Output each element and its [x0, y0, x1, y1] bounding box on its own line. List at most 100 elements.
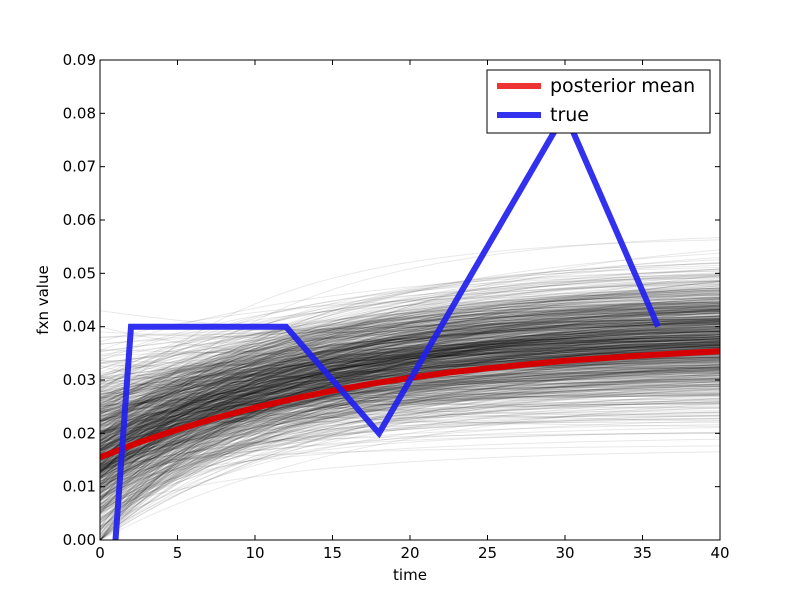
posterior-sample-line	[100, 348, 720, 466]
posterior-sample-line	[100, 293, 720, 486]
posterior-sample-line	[100, 336, 720, 386]
posterior-sample-line	[100, 309, 720, 473]
posterior-sample-line	[100, 315, 720, 421]
posterior-sample-line	[100, 311, 720, 370]
posterior-sample-line	[100, 344, 720, 452]
posterior-sample-line	[100, 333, 720, 438]
posterior-sample-line	[100, 329, 720, 400]
posterior-sample-line	[100, 339, 720, 422]
posterior-sample-line	[100, 343, 720, 436]
y-tick-label: 0.00	[63, 531, 96, 549]
posterior-sample-line	[100, 290, 720, 493]
posterior-sample-line	[100, 297, 720, 362]
posterior-sample-line	[100, 432, 720, 506]
posterior-sample-line	[100, 351, 720, 383]
posterior-sample-line	[100, 333, 720, 504]
posterior-sample-line	[100, 341, 720, 474]
posterior-sample-line	[100, 281, 720, 494]
posterior-sample-line	[100, 367, 720, 489]
posterior-sample-line	[100, 306, 720, 378]
posterior-sample-line	[100, 323, 720, 479]
posterior-sample-line	[100, 365, 720, 540]
posterior-sample-line	[100, 304, 720, 451]
posterior-sample-line	[100, 318, 720, 407]
posterior-sample-line	[100, 353, 720, 540]
posterior-sample-line	[100, 322, 720, 461]
posterior-sample-line	[100, 328, 720, 465]
posterior-sample-line	[100, 291, 720, 540]
posterior-sample-line	[100, 374, 720, 470]
posterior-sample-line	[100, 337, 720, 531]
posterior-sample-line	[100, 384, 720, 529]
posterior-sample-line	[100, 380, 720, 465]
posterior-sample-line	[100, 330, 720, 445]
posterior-sample-line	[100, 372, 720, 433]
posterior-sample-line	[100, 301, 720, 370]
posterior-sample-line	[100, 299, 720, 427]
posterior-sample-line	[100, 335, 720, 468]
posterior-sample-line	[100, 381, 720, 432]
posterior-sample-line	[100, 326, 720, 370]
posterior-sample-line	[100, 334, 720, 460]
posterior-sample-line	[100, 417, 720, 500]
posterior-sample-line	[100, 345, 720, 392]
posterior-sample-line	[100, 340, 720, 389]
posterior-sample-line	[100, 336, 720, 402]
posterior-sample-line	[100, 287, 720, 502]
posterior-sample-line	[100, 395, 720, 427]
posterior-sample-line	[100, 361, 720, 422]
posterior-sample-line	[100, 309, 720, 524]
posterior-sample-line	[100, 380, 720, 433]
posterior-sample-line	[100, 331, 720, 342]
posterior-sample-line	[100, 349, 720, 426]
posterior-sample-line	[100, 369, 720, 508]
posterior-sample-line	[100, 346, 720, 381]
posterior-sample-line	[100, 356, 720, 508]
posterior-sample-line	[100, 305, 720, 412]
posterior-sample-line	[100, 346, 720, 404]
posterior-sample-line	[100, 278, 720, 420]
posterior-sample-line	[100, 353, 720, 513]
posterior-sample-line	[100, 313, 720, 473]
posterior-sample-line	[100, 293, 720, 343]
posterior-sample-line	[100, 319, 720, 428]
posterior-sample-line	[100, 300, 720, 467]
posterior-sample-line	[100, 310, 720, 457]
posterior-sample-line	[100, 280, 720, 426]
posterior-sample-line	[100, 306, 720, 469]
posterior-sample-line	[100, 309, 720, 466]
posterior-sample-line	[100, 330, 720, 518]
posterior-sample-line	[100, 316, 720, 423]
posterior-sample-line	[100, 318, 720, 352]
posterior-sample-line	[100, 332, 720, 439]
posterior-sample-line	[100, 322, 720, 403]
posterior-sample-line	[100, 268, 720, 425]
posterior-sample-line	[100, 328, 720, 420]
x-tick-label: 30	[555, 544, 574, 562]
posterior-sample-line	[100, 369, 720, 512]
posterior-sample-line	[100, 369, 720, 465]
posterior-sample-line	[100, 310, 720, 462]
posterior-sample-line	[100, 310, 720, 344]
posterior-sample-line	[100, 334, 720, 454]
posterior-sample-line	[100, 361, 720, 482]
posterior-sample-line	[100, 299, 720, 474]
posterior-sample-line	[100, 333, 720, 421]
posterior-sample-line	[100, 388, 720, 509]
posterior-sample-line	[100, 332, 720, 509]
posterior-sample-line	[100, 337, 720, 483]
posterior-sample-line	[100, 306, 720, 540]
posterior-sample-line	[100, 332, 720, 401]
posterior-sample-line	[100, 270, 720, 351]
posterior-sample-line	[100, 411, 720, 479]
posterior-sample-line	[100, 385, 720, 426]
posterior-sample-line	[100, 332, 720, 434]
posterior-sample-line	[100, 319, 720, 498]
posterior-sample-line	[100, 369, 720, 506]
posterior-sample-line	[100, 387, 720, 483]
posterior-sample-line	[100, 313, 720, 410]
legend: posterior mean true	[486, 69, 711, 134]
posterior-sample-line	[100, 350, 720, 378]
posterior-sample-line	[100, 340, 720, 452]
posterior-sample-line	[100, 322, 720, 444]
